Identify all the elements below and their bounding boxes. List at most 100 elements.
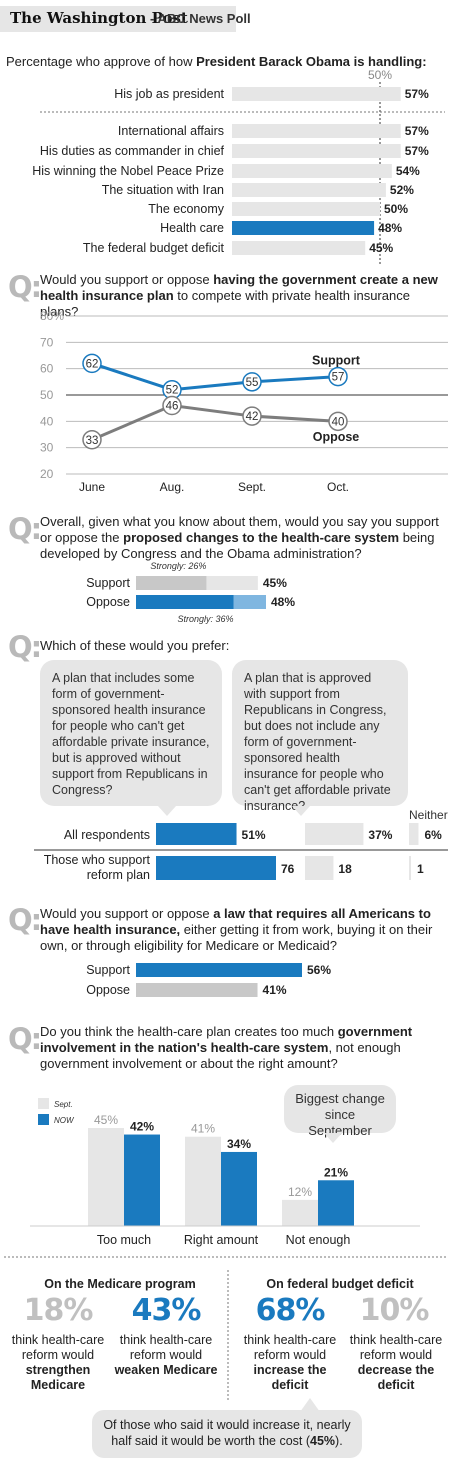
row-label: Those who support [44, 853, 151, 867]
involvement-bar [282, 1199, 318, 1226]
legend-swatch-now [38, 1114, 49, 1125]
mandate-category-label: Support [86, 963, 130, 977]
y-tick-label: 50 [40, 388, 54, 402]
q-icon-2: Q: [8, 512, 42, 546]
involvement-value-label: 12% [288, 1185, 312, 1199]
data-point [328, 411, 348, 432]
row-label: reform plan [87, 868, 150, 882]
data-label: 42 [246, 411, 259, 423]
q3-text: Which of these would you prefer: [40, 638, 230, 653]
series-name: Oppose [313, 430, 360, 444]
y-tick-label: 40 [40, 414, 54, 428]
involvement-category-label: Right amount [184, 1233, 259, 1247]
mandate-chart: Support 56% Oppose 41% [86, 963, 331, 997]
mandate-value-label: 56% [307, 963, 331, 977]
approval-title: Percentage who approve of how President … [6, 54, 427, 69]
deficit-note-pre: Of those who said it would increase it, … [103, 1418, 351, 1448]
data-label: 62 [86, 358, 99, 370]
approval-bar [232, 221, 375, 235]
q-icon-3: Q: [8, 630, 42, 664]
mandate-category-label: Oppose [86, 983, 130, 997]
data-label: 33 [86, 435, 99, 447]
q1-text: Would you support or oppose having the g… [40, 272, 445, 320]
approval-value-label: 45% [369, 241, 393, 255]
involvement-bar [88, 1128, 124, 1226]
approval-value-label: 48% [378, 221, 402, 235]
q2-bold: proposed changes to the health-care syst… [123, 530, 400, 545]
involvement-category-label: Too much [97, 1233, 151, 1247]
series-line [91, 403, 339, 442]
y-tick-label: 30 [40, 441, 54, 455]
deficit-note-post: ). [335, 1434, 343, 1448]
header-logo: The Washington Post [10, 9, 188, 27]
involvement-bar [124, 1134, 160, 1226]
q1-post: to compete with private health insurance… [40, 288, 410, 319]
approval-title-bold: President Barack Obama is handling: [196, 54, 427, 69]
deficit-b-bold: decrease the deficit [357, 1363, 435, 1392]
approval-value-label: 52% [390, 183, 414, 197]
approval-value-label: 50% [384, 202, 408, 216]
deficit-a-value: 68% [255, 1293, 326, 1328]
preference-label-a: 76 [281, 862, 295, 876]
y-tick-label: 20 [40, 467, 54, 481]
q5-post: , not enough government involvement or a… [40, 1040, 401, 1071]
approval-category-label: Health care [160, 221, 224, 235]
preference-bar-b [305, 823, 364, 845]
data-point [242, 372, 262, 392]
medicare-b-text: think health-care reform would weaken Me… [112, 1333, 220, 1378]
y-tick-label: 80% [40, 309, 64, 323]
q5-text: Do you think the health-care plan create… [40, 1024, 440, 1072]
series-name: Support [312, 353, 361, 367]
legend-label-now: NOW [54, 1116, 75, 1125]
legend-label-sept: Sept. [54, 1100, 73, 1109]
legend-swatch-sept [38, 1098, 49, 1109]
approval-bar [232, 183, 386, 197]
approval-chart: 50% His job as president 57% International … [32, 68, 445, 266]
approval-bar [232, 241, 366, 255]
deficit-a-bold: increase the deficit [253, 1363, 327, 1392]
approval-value-label: 57% [405, 87, 429, 101]
approval-category-label: His duties as commander in chief [40, 144, 225, 158]
q-icon-5: Q: [8, 1022, 42, 1056]
q-icon-1: Q: [8, 270, 42, 304]
x-tick-label: Oct. [327, 480, 349, 494]
preference-bar-neither [409, 856, 411, 880]
involvement-category-label: Not enough [286, 1233, 351, 1247]
option-b-bubble: A plan that is approved with support fro… [232, 660, 408, 816]
approval-bar [232, 87, 401, 101]
proposal-value-label: 48% [271, 595, 295, 609]
involvement-value-label: 34% [227, 1137, 251, 1151]
proposal-value-label: 45% [263, 576, 287, 590]
involvement-chart: Sept. NOW 45% 42% Too much 41% 34% Right amount… [30, 1098, 420, 1247]
approval-bar [232, 144, 401, 158]
x-tick-label: Aug. [160, 480, 185, 494]
q1-pre: Would you support or oppose [40, 272, 214, 287]
deficit-a-pre: think health-care reform would [243, 1333, 337, 1362]
medicare-b-bold: weaken Medicare [114, 1363, 218, 1377]
proposal-strongly-bar [136, 576, 207, 590]
q2-text: Overall, given what you know about them,… [40, 514, 445, 562]
q1-bold: having the government create a new healt… [40, 272, 438, 303]
involvement-bar [318, 1180, 354, 1226]
x-tick-label: June [79, 480, 105, 494]
data-label: 52 [166, 385, 179, 397]
data-point [82, 353, 102, 374]
deficit-note-pointer [300, 1398, 320, 1412]
row-label: All respondents [64, 828, 150, 842]
medicare-heading: On the Medicare program [44, 1277, 196, 1291]
deficit-note-bold: 45% [310, 1434, 336, 1448]
approval-bar [232, 164, 392, 178]
involvement-value-label: 21% [324, 1165, 348, 1179]
medicare-b-pre: think health-care reform would [119, 1333, 213, 1362]
preference-bar-neither [409, 823, 419, 845]
approval-title-prefix: Percentage who approve of how [6, 54, 197, 69]
medicare-b-value: 43% [131, 1293, 202, 1328]
q4-bold: a law that requires all Americans to hav… [40, 906, 431, 937]
deficit-heading: On federal budget deficit [266, 1277, 414, 1291]
reference-label: 50% [368, 68, 392, 82]
data-point [242, 406, 262, 426]
involvement-value-label: 45% [94, 1113, 118, 1127]
preference-bar-b [305, 856, 334, 880]
callout-bubble: Biggest change since September [284, 1085, 396, 1143]
strongly-label: Strongly: 26% [150, 561, 206, 571]
